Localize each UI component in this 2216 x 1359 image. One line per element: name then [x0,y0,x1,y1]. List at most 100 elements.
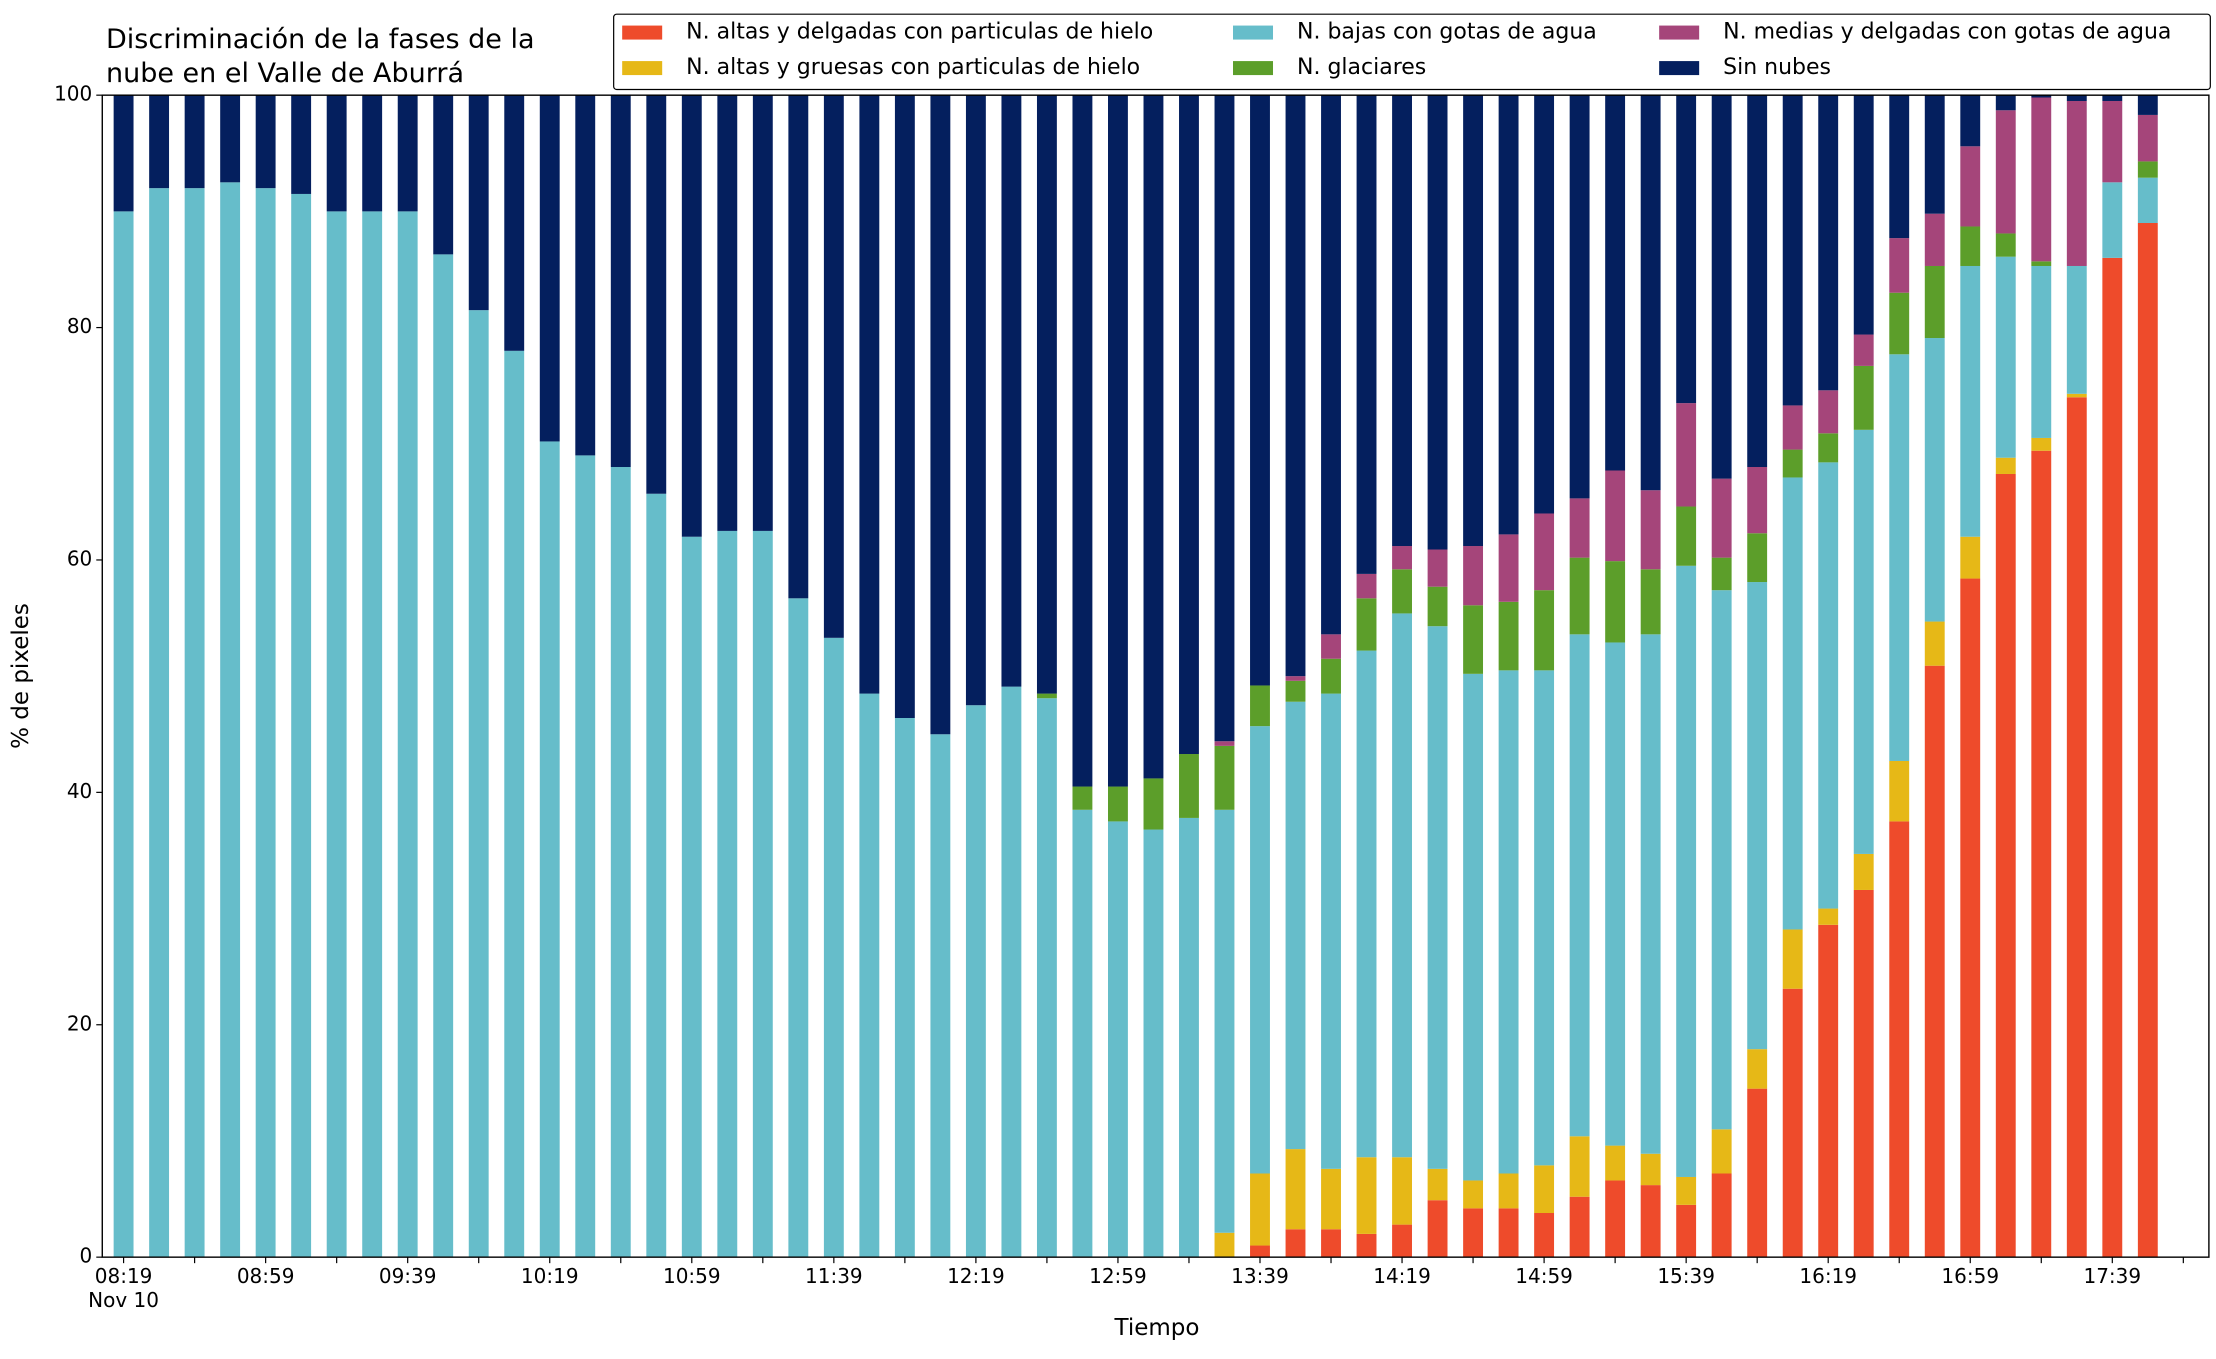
bar-segment [1463,605,1484,674]
bar-segment [1356,1233,1377,1258]
x-tick-label: 16:59 [1941,1264,1999,1288]
bar-segment [1392,546,1412,570]
bar-segment [1285,701,1306,1150]
bar-segment [823,95,844,638]
bar-segment [1711,95,1732,479]
bar-segment [1534,513,1555,591]
bar-segment [1036,698,1057,1258]
y-axis-label: % de pixeles [8,603,34,749]
bar-segment [1711,1173,1732,1258]
bar-segment [1676,565,1697,1177]
bar-segment [1640,1185,1661,1258]
bar-segment [930,734,951,1258]
bar-segment [1108,95,1128,787]
bar-segment [468,95,489,311]
bar-segment [1498,95,1519,535]
bar-segment [1782,988,1803,1258]
bar-segment [2102,95,2123,101]
bar-segment [646,493,667,1258]
bar-segment [1250,1245,1270,1258]
bar-segment [1640,569,1661,635]
bar-segment [468,310,489,1258]
bar-segment [1214,809,1235,1233]
bar-segment [1427,549,1448,587]
legend-label: Sin nubes [1723,55,1831,80]
bar-segment [362,95,383,212]
bar-segment [823,637,844,1258]
bar-segment [1250,1173,1270,1246]
bar-segment [1108,786,1128,822]
bar-segment [1889,354,1910,761]
bar-segment [1995,256,2016,458]
bar-segment [2066,95,2087,101]
bar-segment [1853,365,1874,430]
bar-segment [1711,590,1732,1130]
bar-segment [1534,1165,1555,1213]
bar-segment [1179,95,1199,755]
bar-segment [894,717,915,1258]
bar-segment [2137,95,2158,115]
x-tick-label: 08:19 [95,1264,153,1288]
bar-segment [1889,821,1910,1258]
bar-segment [1498,1208,1519,1258]
legend-label: N. medias y delgadas con gotas de agua [1723,20,2171,45]
bar-segment [326,211,347,1258]
bar-segment [1747,1049,1768,1089]
bar-segment [1676,1204,1697,1258]
legend-label: N. glaciares [1297,55,1426,80]
bar-segment [1321,634,1341,659]
bar-segment [1285,1229,1306,1258]
bar-segment [1463,546,1484,606]
bar-segment [1321,1229,1341,1258]
bar-segment [1747,467,1768,534]
bar-segment [291,95,312,194]
x-tick-label: 12:19 [947,1264,1005,1288]
bar-segment [1782,929,1803,989]
bar-segment [1072,786,1093,810]
bar-segment [2066,393,2087,398]
bar-segment [575,95,596,456]
bar-segment [1747,533,1768,583]
x-axis-label: Tiempo [1114,1315,1200,1341]
legend-label: N. bajas con gotas de agua [1297,20,1597,45]
bar-segment [1889,95,1910,239]
bar-segment [1179,754,1199,818]
bar-segment [752,95,773,531]
bar-segment [1853,853,1874,890]
bar-segment [1392,1157,1412,1225]
bar-segment [717,95,738,531]
bar-segment [1569,1196,1590,1258]
bar-segment [1924,665,1945,1258]
bar-segment [681,95,702,537]
bar-segment [1001,95,1022,687]
x-tick-label: 10:59 [663,1264,721,1288]
legend-swatch [1659,25,1700,40]
bar-segment [1605,1145,1626,1181]
bar-segment [1853,889,1874,1258]
bar-segment [1463,1180,1484,1209]
bar-segment [2031,261,2052,266]
x-tick-label: 11:39 [805,1264,863,1288]
legend-swatch [1233,25,1274,40]
bar-segment [433,95,454,255]
bar-segment [1605,1180,1626,1258]
x-tick-label: 14:59 [1515,1264,1573,1288]
bar-segment [1960,146,1981,227]
bar-segment [1036,95,1057,694]
bar-segment [1924,265,1945,339]
bar-segment [1960,536,1981,579]
y-tick-label: 20 [67,1011,92,1035]
bar-segment [1995,110,2016,234]
bar-segment [1747,582,1768,1050]
bar-segment [1889,292,1910,355]
bar-segment [1143,95,1164,779]
bar-segment [1853,334,1874,366]
bar-segment [1818,390,1839,434]
bar-segment [1463,673,1484,1181]
bar-segment [610,95,631,468]
bar-segment [1960,95,1981,147]
bar-segment [1605,470,1626,562]
bar-segment [1321,693,1341,1169]
bar-segment [1179,817,1199,1258]
bar-segment [2066,265,2087,394]
